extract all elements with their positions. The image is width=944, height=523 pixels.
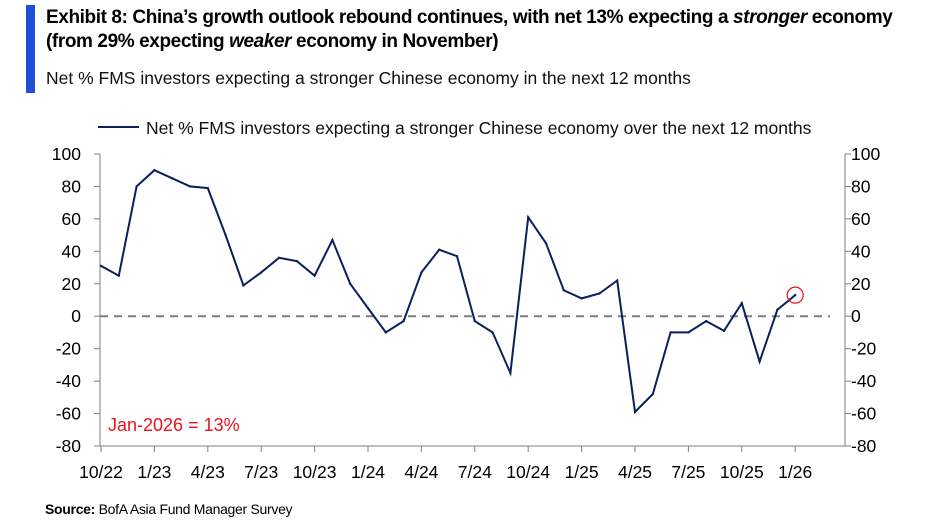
left-y-tick-label: 60 [62,209,82,229]
title-part-2: economy (from 29% expecting [46,7,893,52]
right-y-tick-label: 100 [851,144,880,164]
data-point [99,264,103,268]
right-y-tick-label: 0 [851,306,861,326]
data-point [776,308,779,311]
chart-frame [99,154,846,447]
data-point [527,216,530,219]
right-y-tick-label: 40 [851,241,871,261]
x-tick-label: 10/22 [79,462,123,482]
data-point [402,319,405,323]
data-point [277,256,281,260]
data-point [687,331,690,334]
data-point [171,177,174,180]
source-text: BofA Asia Fund Manager Survey [95,501,293,517]
left-y-tick-label: -20 [56,339,82,359]
data-point [224,233,227,237]
data-point [669,331,672,334]
y-axis-ticks [94,153,851,452]
title-part-1: Exhibit 8: China’s growth outlook reboun… [46,7,733,28]
x-tick-label: 7/24 [458,462,492,482]
data-point [473,319,476,323]
data-point [740,302,743,305]
annotation-group: Jan-2026 = 13% [108,286,804,435]
data-point [651,392,654,396]
data-point [206,186,209,190]
highlight-circle [786,286,804,304]
right-y-tick-label: 80 [851,176,871,196]
right-y-tick-label: -40 [851,371,877,391]
data-point [242,284,245,287]
title-emphasis-stronger: stronger [733,7,807,28]
data-point [455,255,459,258]
tick-labels: 100 100 80 80 60 60 40 40 20 20 0 0 -20 -20 -40 -40 -60 -… [52,144,881,482]
data-point [758,360,761,363]
chart-subtitle: Net % FMS investors expecting a stronger… [46,68,691,88]
left-y-tick-label: -60 [56,404,82,424]
source-note: Source: BofA Asia Fund Manager Survey [45,501,293,517]
data-point [117,274,121,277]
data-point [794,293,797,297]
data-point [722,329,726,333]
data-point [598,292,601,295]
x-tick-label: 4/25 [618,462,652,482]
data-point [331,238,334,242]
accent-bar [26,5,35,93]
data-point [580,297,583,300]
x-tick-label: 10/25 [720,462,764,482]
x-tick-label: 7/25 [671,462,705,482]
data-point [188,185,192,188]
x-tick-label: 1/26 [778,462,812,482]
series-line [100,169,796,415]
title-emphasis-weaker: weaker [229,31,292,52]
data-point [420,271,423,274]
x-tick-label: 4/23 [191,462,225,482]
data-point [544,242,548,245]
data-point [384,331,387,334]
x-tick-label: 1/23 [137,462,171,482]
data-point [260,271,263,274]
data-point [633,410,637,414]
data-point [509,371,512,375]
data-point [313,274,316,277]
right-y-tick-label: 20 [851,274,871,294]
x-tick-label: 10/24 [506,462,550,482]
x-tick-label: 1/24 [351,462,385,482]
series-group [99,169,797,415]
data-point [438,248,441,251]
annotation-label: Jan-2026 = 13% [108,415,240,435]
data-point [491,331,494,334]
data-point [153,169,156,172]
data-point [616,279,619,282]
left-y-tick-label: 100 [52,144,81,164]
source-label: Source: [45,501,96,517]
data-point [295,259,298,263]
left-y-tick-label: 80 [62,176,82,196]
legend: Net % FMS investors expecting a stronger… [98,118,812,138]
left-y-tick-label: -80 [56,436,82,456]
data-point [705,319,708,323]
chart-title: Exhibit 8: China’s growth outlook reboun… [46,6,936,54]
x-tick-label: 1/25 [565,462,599,482]
right-y-tick-label: -80 [851,436,877,456]
left-y-tick-label: -40 [56,371,82,391]
left-y-tick-label: 40 [62,241,82,261]
legend-label: Net % FMS investors expecting a stronger… [146,118,812,138]
left-y-tick-label: 0 [71,306,81,326]
x-tick-label: 7/23 [244,462,278,482]
data-point [135,185,138,188]
x-tick-label: 10/23 [293,462,337,482]
left-y-tick-label: 20 [62,274,82,294]
right-y-tick-label: -20 [851,339,877,359]
right-y-tick-label: 60 [851,209,871,229]
title-part-3: economy in November) [291,31,499,52]
right-y-tick-label: -60 [851,404,877,424]
data-point [366,306,370,310]
data-point [349,282,352,285]
x-tick-label: 4/24 [404,462,438,482]
data-point [562,289,565,292]
